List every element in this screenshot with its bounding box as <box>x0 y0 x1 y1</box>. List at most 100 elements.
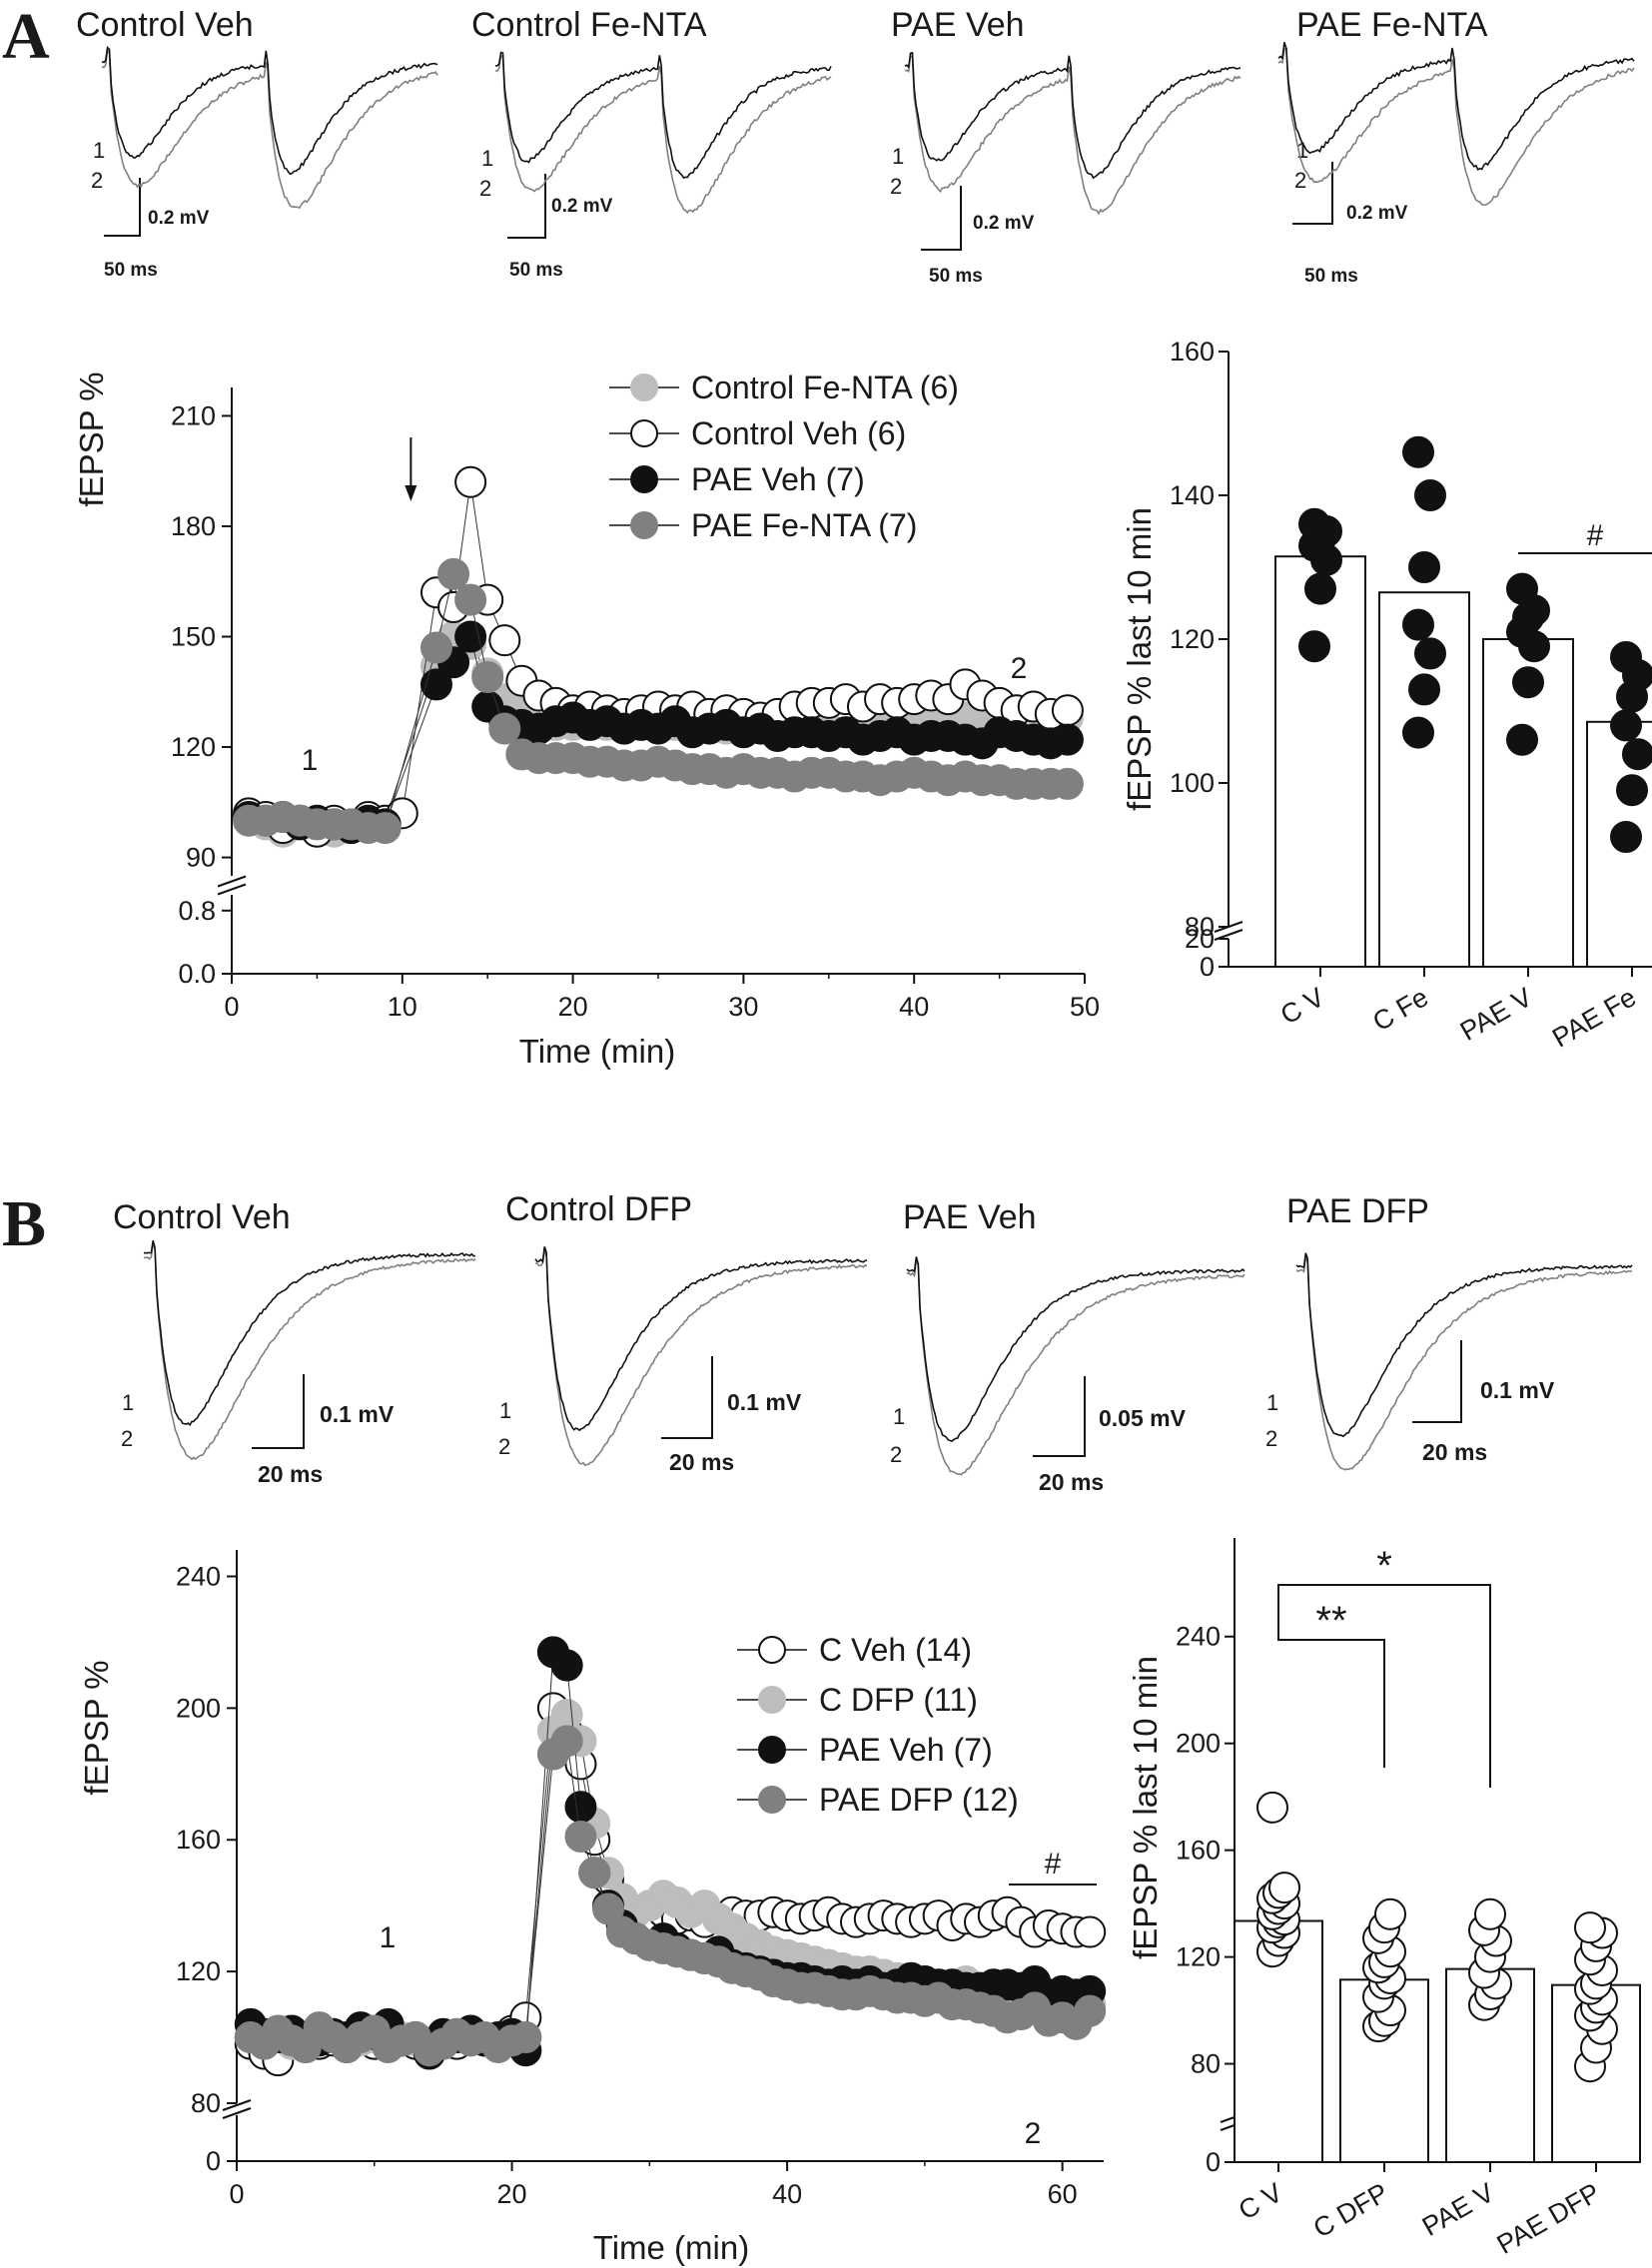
trace-ltp-gray <box>904 54 1241 216</box>
x-tick-label: 0 <box>229 2179 244 2209</box>
data-point <box>550 1649 583 1682</box>
trace-label-1: 1 <box>499 1398 511 1423</box>
x-axis-title: Time (min) <box>593 2229 749 2266</box>
scale-bar <box>1033 1376 1086 1457</box>
trace-title: PAE Fe-NTA <box>1296 6 1488 44</box>
scale-bar <box>661 1356 713 1439</box>
axis-break-mark <box>222 2099 252 2111</box>
series-pae-dfp-12 <box>234 1725 1107 2067</box>
y-tick-label: 200 <box>176 1693 221 1723</box>
data-point <box>454 465 487 498</box>
data-point <box>1051 723 1084 756</box>
y-tick-label: 90 <box>186 843 216 873</box>
legend-entry: C DFP (11) <box>819 1682 978 1718</box>
data-point <box>564 1791 597 1824</box>
baseline-label: 1 <box>302 744 319 777</box>
legend-entry: Control Fe-NTA (6) <box>691 370 959 405</box>
data-point <box>1616 774 1648 807</box>
scale-voltage-label: 0.2 mV <box>973 213 1035 234</box>
data-point <box>1610 641 1642 673</box>
scale-voltage-label: 0.2 mV <box>551 196 613 217</box>
x-axis-title: Time (min) <box>519 1033 675 1070</box>
trace-baseline-black <box>534 1246 868 1432</box>
legend-marker <box>758 1786 786 1814</box>
trace-label-2: 2 <box>1294 168 1306 193</box>
y-tick-label: 160 <box>1170 337 1215 367</box>
legend-marker <box>630 419 658 447</box>
panel-b-letter: B <box>2 1187 46 1260</box>
trace-baseline-black <box>494 51 832 180</box>
data-point <box>509 2021 542 2054</box>
y-tick-label: 80 <box>1185 912 1215 942</box>
scale-voltage-label: 0.1 mV <box>320 1401 395 1427</box>
scale-time-label: 50 ms <box>929 266 983 287</box>
scale-bar <box>104 178 141 237</box>
legend-entry: C Veh (14) <box>819 1632 972 1668</box>
scale-voltage-label: 0.1 mV <box>1480 1377 1555 1403</box>
data-point <box>1622 738 1652 771</box>
trace-label-1: 1 <box>893 1404 905 1429</box>
trace-ltp-gray <box>534 1249 868 1467</box>
trace-ltp-gray <box>1295 1255 1633 1471</box>
significance-label: # <box>1045 1848 1062 1881</box>
trace-label-2: 2 <box>479 176 491 201</box>
trace-label-2: 2 <box>91 168 103 193</box>
chart-a-time-course: fEPSP % Time (min) 1 2 90 120 150 180 210 0.0… <box>73 370 1100 1070</box>
scale-voltage-label: 0.1 mV <box>727 1389 802 1415</box>
trace-baseline-black <box>904 51 1241 180</box>
y-tick-label: 80 <box>191 2088 221 2118</box>
x-tick-label: 40 <box>772 2179 802 2209</box>
data-point <box>454 583 487 616</box>
data-point <box>1474 1897 1506 1930</box>
y-tick-label: 100 <box>1170 768 1215 798</box>
scale-bar <box>1292 162 1333 225</box>
trace-baseline-black <box>143 1239 476 1427</box>
tetanus-arrow-head <box>405 485 417 501</box>
data-point <box>1402 435 1434 468</box>
data-point <box>1374 1897 1406 1930</box>
data-point <box>1074 1994 1107 2027</box>
trace-baseline-black <box>1295 1252 1633 1438</box>
y-tick-label: 180 <box>171 511 216 541</box>
significance-bracket <box>1277 1610 1385 1768</box>
trace-label-2: 2 <box>890 1442 902 1467</box>
y-tick-label: 0.0 <box>178 959 216 989</box>
y-tick-label: 120 <box>1176 1942 1221 1972</box>
scale-time-label: 20 ms <box>669 1449 734 1475</box>
data-point <box>1402 716 1434 749</box>
data-point <box>1268 1872 1300 1904</box>
trace-inset-a-control-fe-nta: Control Fe-NTA 1 2 0.2 mV 50 ms <box>471 6 707 281</box>
trace-baseline-black <box>906 1256 1245 1442</box>
data-point <box>454 620 487 653</box>
y-tick-label: 150 <box>171 622 216 652</box>
chart-b-time-course: fEPSP % Time (min) 1 2 # 801201602002400… <box>78 1550 1107 2266</box>
data-point <box>1051 767 1084 800</box>
scale-time-label: 50 ms <box>104 260 158 281</box>
y-tick-label: 0.8 <box>178 896 216 926</box>
data-point <box>1610 821 1642 853</box>
legend-marker <box>758 1636 786 1664</box>
data-point <box>550 1725 583 1758</box>
trace-inset-a-pae-veh: PAE Veh 1 2 0.2 mV 50 ms <box>890 6 1035 287</box>
significance-label: # <box>1587 519 1604 552</box>
ltp-label: 2 <box>1025 2117 1042 2150</box>
data-point <box>419 631 452 664</box>
scale-bar <box>252 1374 305 1449</box>
y-tick-label: 140 <box>1170 480 1215 510</box>
y-tick-label: 120 <box>176 1956 221 1986</box>
trace-ltp-gray <box>1277 47 1635 206</box>
legend-entry: PAE Veh (7) <box>819 1732 993 1768</box>
y-tick-label: 240 <box>1176 1622 1221 1652</box>
trace-title: PAE Veh <box>891 6 1025 44</box>
y-axis-title: fEPSP % <box>73 372 110 506</box>
data-point <box>1051 694 1084 727</box>
data-point <box>1610 709 1642 742</box>
legend-entry: PAE Veh (7) <box>691 461 865 497</box>
legend-marker <box>630 374 658 401</box>
scale-time-label: 20 ms <box>258 1461 323 1487</box>
data-point <box>437 557 470 590</box>
x-tick-label: 20 <box>497 2179 527 2209</box>
trace-title: Control Fe-NTA <box>471 6 707 44</box>
